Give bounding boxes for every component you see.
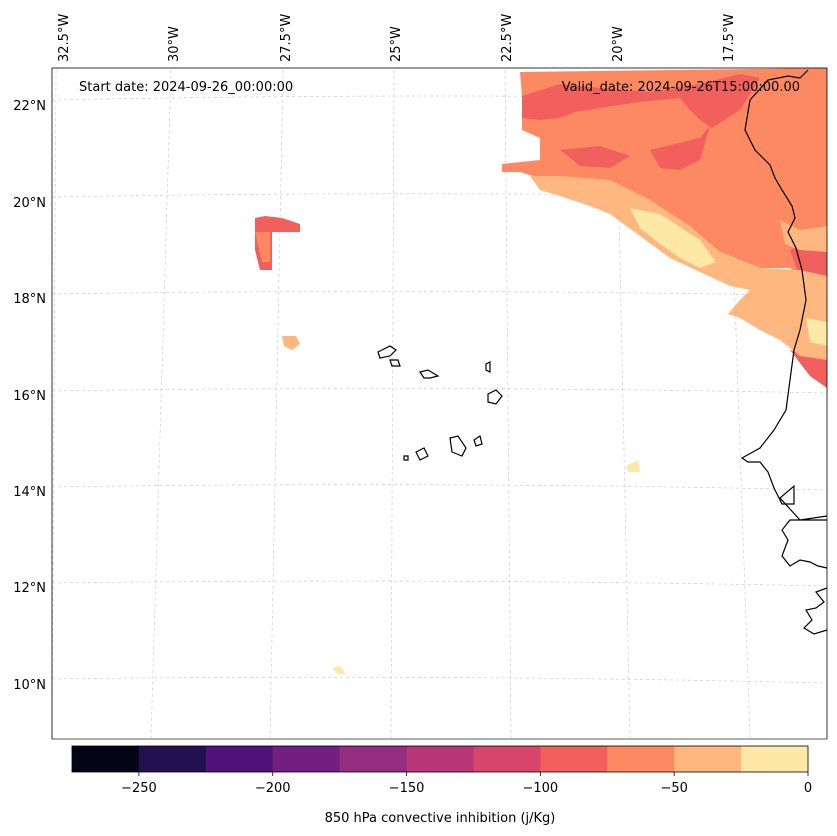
colorbar-swatch	[473, 746, 541, 772]
valid-date-label: Valid_date: 2024-09-26T15:00:00.00	[562, 80, 800, 95]
island-santiago	[449, 435, 467, 457]
colorbar	[71, 745, 809, 773]
lon-tick-label: 32.5°W	[57, 14, 72, 62]
gridline-lat	[51, 484, 828, 491]
colorbar-tick-label: −250	[121, 781, 157, 796]
colorbar-swatch	[138, 746, 207, 772]
cin-region-light-orange	[780, 220, 827, 252]
lon-tick-label: 22.5°W	[500, 14, 515, 62]
cin-blob	[626, 460, 640, 472]
cin-blob	[255, 232, 270, 262]
colorbar-tick-label: −100	[523, 781, 559, 796]
island-boa-vista	[487, 389, 503, 405]
island-maio	[473, 435, 483, 447]
colorbar-swatch	[540, 746, 608, 772]
colorbar-frame	[71, 745, 809, 773]
gridline-lat	[51, 193, 828, 199]
lat-tick-labels: 22°N 20°N 18°N 16°N 14°N 12°N 10°N	[13, 99, 46, 693]
colorbar-tick-label: −150	[389, 781, 425, 796]
lon-tick-label: 30°W	[167, 26, 182, 62]
cin-region-red	[560, 146, 630, 168]
cin-region-pale-yellow	[630, 208, 716, 268]
island-sao-nicolau	[419, 369, 440, 379]
colorbar-ticks: −250 −200 −150 −100 −50 0	[121, 772, 812, 796]
lon-tick-label: 17.5°W	[722, 14, 737, 62]
colorbar-swatch	[406, 746, 474, 772]
colorbar-tick-label: −200	[255, 781, 291, 796]
colorbar-swatch	[674, 746, 742, 772]
lon-tick-label: 25°W	[389, 26, 404, 62]
island-sao-vicente	[389, 359, 401, 367]
cin-region-light-orange	[530, 176, 827, 360]
lat-tick-label: 22°N	[13, 99, 46, 114]
lat-tick-label: 12°N	[13, 581, 46, 596]
cin-blob	[282, 336, 300, 350]
colorbar-swatch	[607, 746, 675, 772]
coastlines	[377, 69, 828, 635]
cin-contours	[255, 68, 827, 674]
colorbar-swatch	[205, 746, 274, 772]
gridline-lat	[51, 291, 828, 297]
colorbar-tick-label: −50	[660, 781, 687, 796]
africa-coastline	[740, 69, 828, 635]
colorbar-swatch	[272, 746, 341, 772]
gridline-lat	[51, 95, 828, 101]
colorbar-tick-label: 0	[804, 781, 812, 796]
colorbar-swatch	[339, 746, 408, 772]
cin-region-red	[790, 350, 827, 388]
cin-region-red	[650, 126, 710, 170]
island-fogo	[415, 447, 429, 461]
island-brava	[403, 455, 409, 461]
lat-tick-label: 18°N	[13, 292, 46, 307]
island-sal	[485, 361, 491, 373]
cin-region-orange	[502, 68, 827, 278]
colorbar-swatch	[741, 746, 809, 772]
lon-tick-label: 27.5°W	[279, 14, 294, 62]
colorbar-title: 850 hPa convective inhibition (j/Kg)	[325, 811, 556, 826]
island-santo-antao	[377, 345, 397, 359]
lat-tick-label: 14°N	[13, 485, 46, 500]
lat-tick-label: 10°N	[13, 678, 46, 693]
cin-region-pale-yellow	[806, 318, 827, 346]
gridline-lat	[51, 580, 828, 587]
gridline-lat	[51, 676, 828, 684]
cin-region-red	[522, 74, 760, 128]
start-date-label: Start date: 2024-09-26_00:00:00	[79, 80, 293, 95]
colorbar-swatch	[72, 746, 140, 772]
cin-blob	[332, 666, 346, 674]
gridline-lat	[51, 388, 828, 394]
lon-tick-label: 20°W	[611, 26, 626, 62]
lat-tick-label: 16°N	[13, 389, 46, 404]
lon-tick-labels: 32.5°W 30°W 27.5°W 25°W 22.5°W 20°W 17.5…	[57, 14, 737, 62]
gridlines	[51, 69, 828, 739]
lat-tick-label: 20°N	[13, 196, 46, 211]
